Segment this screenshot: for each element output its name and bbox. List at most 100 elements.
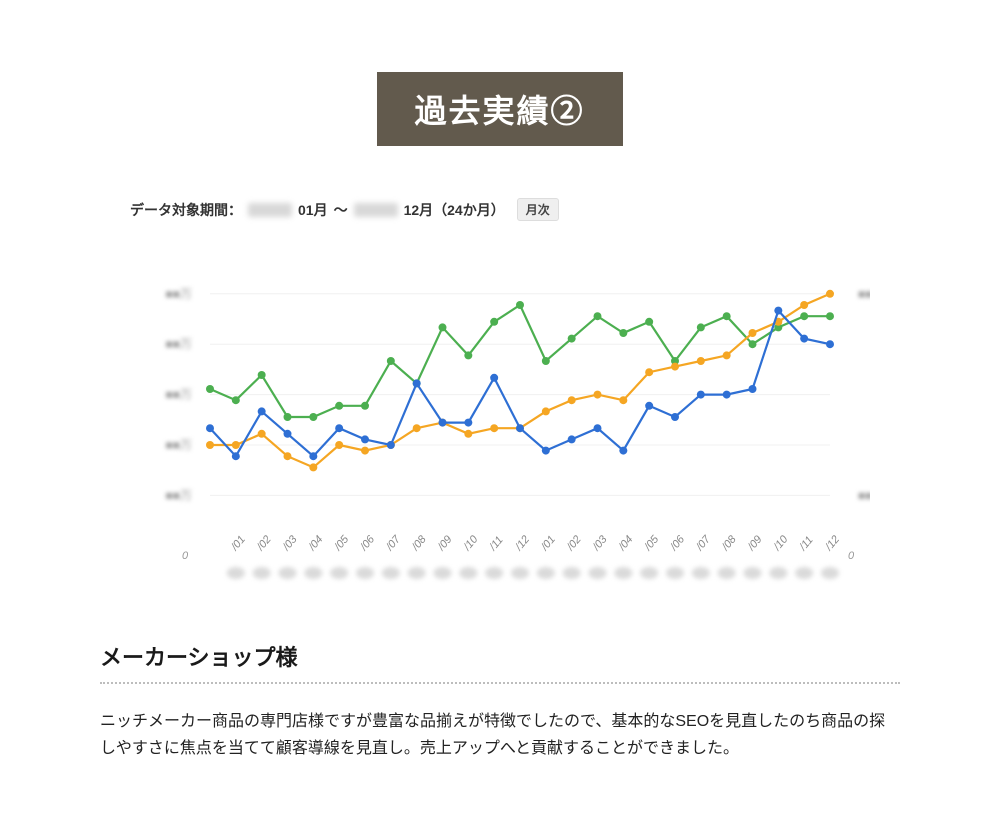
x-axis-year-blurred xyxy=(821,567,839,579)
series-marker-green xyxy=(258,371,266,379)
x-axis-month-label: /07 xyxy=(383,533,403,554)
x-axis-year-blurred xyxy=(511,567,529,579)
series-marker-green xyxy=(335,402,343,410)
y-axis-label: ■■万 xyxy=(166,388,193,402)
x-axis-year-blurred xyxy=(434,567,452,579)
period-year-to-blurred xyxy=(354,203,398,217)
series-marker-orange xyxy=(619,396,627,404)
series-marker-orange xyxy=(284,452,292,460)
series-marker-blue xyxy=(490,374,498,382)
series-marker-green xyxy=(645,318,653,326)
series-marker-blue xyxy=(542,447,550,455)
series-marker-orange xyxy=(671,363,679,371)
x-axis-year-blurred xyxy=(795,567,813,579)
y-axis-label: ■■万 xyxy=(166,488,193,502)
x-axis-month-label: /08 xyxy=(719,533,739,554)
data-period-row: データ対象期間： 01月 ～ 12月（24か月） 月次 xyxy=(130,198,870,221)
series-marker-green xyxy=(542,357,550,365)
series-marker-orange xyxy=(413,424,421,432)
x-axis-year-blurred xyxy=(227,567,245,579)
series-marker-green xyxy=(826,312,834,320)
period-year-from-blurred xyxy=(248,203,292,217)
svg-text:■■: ■■ xyxy=(858,488,870,502)
series-marker-blue xyxy=(284,430,292,438)
series-marker-orange xyxy=(258,430,266,438)
x-axis-month-label: /12 xyxy=(822,533,842,553)
page-title-badge: 過去実績② xyxy=(376,72,622,146)
x-axis-year-blurred xyxy=(279,567,297,579)
x-axis-month-label: /03 xyxy=(590,533,610,554)
section-heading-text: メーカーショップ様 xyxy=(100,645,298,670)
series-marker-orange xyxy=(309,463,317,471)
x-axis-month-label: /11 xyxy=(797,534,816,554)
series-marker-orange xyxy=(361,447,369,455)
period-granularity-toggle[interactable]: 月次 xyxy=(517,198,559,221)
y-axis-label: ■■万 xyxy=(166,438,193,452)
x-axis-month-label: /01 xyxy=(228,533,248,553)
x-axis-month-label: /08 xyxy=(409,533,429,554)
series-marker-green xyxy=(309,413,317,421)
x-axis-year-blurred xyxy=(408,567,426,579)
period-month-to: 12月（24か月） xyxy=(404,200,505,220)
series-marker-orange xyxy=(723,351,731,359)
series-marker-green xyxy=(749,340,757,348)
period-label-prefix: データ対象期間： xyxy=(130,200,242,220)
series-line-green xyxy=(210,305,830,417)
chart-container: データ対象期間： 01月 ～ 12月（24か月） 月次 ■■万 ■■万 ■■万 ■■万… xyxy=(130,198,870,599)
series-marker-orange xyxy=(594,391,602,399)
series-marker-blue xyxy=(206,424,214,432)
series-marker-orange xyxy=(464,430,472,438)
x-axis-month-label: /01 xyxy=(538,533,558,553)
series-marker-orange xyxy=(749,329,757,337)
x-axis-year-blurred xyxy=(614,567,632,579)
x-axis-year-blurred xyxy=(744,567,762,579)
series-marker-blue xyxy=(723,391,731,399)
x-axis-month-label: /04 xyxy=(616,533,636,553)
x-axis-month-label: /03 xyxy=(280,533,300,554)
series-marker-orange xyxy=(232,441,240,449)
performance-line-chart: ■■万■■万■■万■■万■■万■■■■00/01/02/03/04/05/06/… xyxy=(130,239,870,599)
x-axis-year-blurred xyxy=(589,567,607,579)
series-marker-blue xyxy=(568,435,576,443)
y-axis-label: ■■万 xyxy=(166,287,193,301)
x-axis-year-blurred xyxy=(692,567,710,579)
dotted-divider xyxy=(100,682,900,684)
series-marker-blue xyxy=(516,424,524,432)
x-axis-month-label: /02 xyxy=(254,533,274,553)
series-marker-green xyxy=(568,335,576,343)
series-marker-blue xyxy=(697,391,705,399)
period-month-from: 01月 xyxy=(298,200,328,220)
svg-text:■■: ■■ xyxy=(858,287,870,301)
series-marker-green xyxy=(800,312,808,320)
x-axis-year-blurred xyxy=(537,567,555,579)
series-marker-blue xyxy=(439,419,447,427)
x-axis-year-blurred xyxy=(253,567,271,579)
svg-text:0: 0 xyxy=(848,550,855,562)
series-marker-blue xyxy=(413,379,421,387)
series-marker-green xyxy=(490,318,498,326)
x-axis-month-label: /11 xyxy=(487,534,506,554)
series-marker-blue xyxy=(774,307,782,315)
x-axis-year-blurred xyxy=(459,567,477,579)
x-axis-year-blurred xyxy=(666,567,684,579)
series-marker-blue xyxy=(258,407,266,415)
series-marker-orange xyxy=(800,301,808,309)
series-marker-blue xyxy=(645,402,653,410)
series-marker-orange xyxy=(206,441,214,449)
series-marker-green xyxy=(232,396,240,404)
series-marker-green xyxy=(387,357,395,365)
x-axis-month-label: /07 xyxy=(693,533,713,554)
series-marker-green xyxy=(361,402,369,410)
body-text: ニッチメーカー商品の専門店様ですが豊富な品揃えが特徴でしたので、基本的なSEOを… xyxy=(100,708,900,762)
x-axis-month-label: /12 xyxy=(512,533,532,553)
series-marker-orange xyxy=(645,368,653,376)
x-axis-year-blurred xyxy=(485,567,503,579)
series-marker-green xyxy=(464,351,472,359)
page-title-text: 過去実績② xyxy=(414,93,584,129)
x-axis-year-blurred xyxy=(640,567,658,579)
series-marker-blue xyxy=(671,413,679,421)
x-axis-month-label: /06 xyxy=(357,533,377,554)
series-marker-blue xyxy=(387,441,395,449)
series-marker-blue xyxy=(800,335,808,343)
series-marker-green xyxy=(723,312,731,320)
